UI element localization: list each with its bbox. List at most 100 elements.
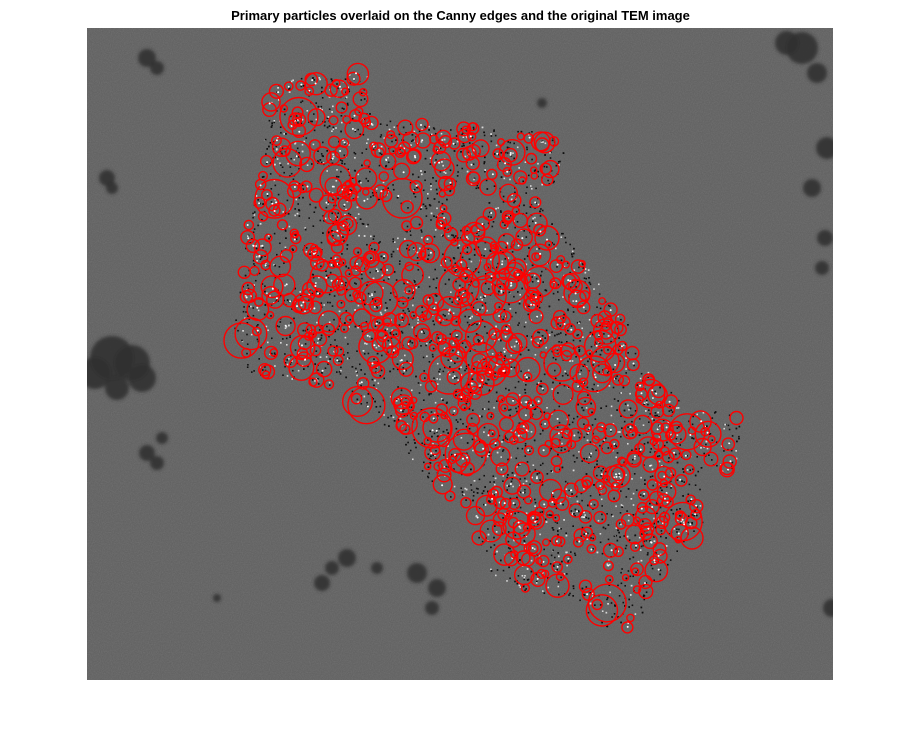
edge-pixel bbox=[696, 514, 698, 517]
particle-center-mark bbox=[575, 300, 578, 303]
edge-pixel bbox=[634, 534, 637, 536]
edge-pixel bbox=[582, 263, 584, 266]
edge-pixel bbox=[627, 443, 629, 445]
edge-pixel bbox=[349, 213, 352, 216]
edge-pixel bbox=[584, 514, 586, 516]
edge-pixel bbox=[289, 175, 291, 177]
particle-center-mark bbox=[683, 523, 686, 526]
edge-pixel bbox=[581, 460, 583, 462]
edge-pixel bbox=[676, 427, 679, 429]
edge-pixel bbox=[631, 424, 634, 427]
primary-particle-circle bbox=[393, 394, 415, 415]
edge-pixel bbox=[516, 466, 518, 468]
edge-pixel bbox=[478, 415, 481, 417]
edge-pixel bbox=[473, 128, 475, 131]
edge-pixel bbox=[560, 236, 563, 238]
edge-pixel bbox=[669, 405, 671, 408]
primary-particle-circle bbox=[527, 543, 539, 555]
edge-pixel bbox=[257, 324, 259, 326]
primary-particle-circle bbox=[462, 394, 472, 403]
edge-pixel bbox=[508, 217, 510, 219]
edge-pixel bbox=[322, 162, 325, 164]
edge-pixel bbox=[390, 134, 393, 137]
edge-pixel bbox=[545, 329, 548, 332]
edge-pixel bbox=[328, 381, 331, 384]
edge-pixel bbox=[467, 364, 470, 366]
edge-pixel bbox=[245, 247, 247, 250]
edge-pixel bbox=[471, 292, 473, 294]
edge-pixel bbox=[411, 389, 413, 392]
edge-pixel bbox=[428, 472, 430, 475]
edge-pixel bbox=[548, 514, 550, 516]
edge-pixel bbox=[686, 455, 688, 457]
edge-pixel bbox=[633, 473, 636, 475]
edge-pixel bbox=[428, 393, 430, 396]
edge-pixel bbox=[562, 152, 565, 154]
primary-particle-circle bbox=[398, 239, 418, 259]
edge-pixel bbox=[567, 309, 569, 312]
edge-pixel bbox=[384, 309, 387, 312]
edge-pixel bbox=[634, 613, 637, 615]
primary-particle-circle bbox=[328, 115, 339, 126]
primary-particle-circle bbox=[295, 80, 306, 91]
edge-pixel bbox=[376, 268, 378, 270]
edge-pixel bbox=[258, 358, 260, 360]
edge-pixel bbox=[441, 202, 444, 205]
edge-pixel bbox=[324, 121, 326, 123]
edge-pixel bbox=[628, 598, 630, 601]
edge-pixel bbox=[319, 219, 322, 222]
edge-pixel bbox=[323, 304, 325, 306]
edge-pixel bbox=[268, 295, 270, 297]
edge-pixel bbox=[490, 277, 493, 279]
edge-pixel bbox=[471, 315, 473, 318]
edge-pixel bbox=[559, 345, 562, 347]
particle-center-mark bbox=[372, 145, 375, 148]
edge-pixel bbox=[489, 481, 491, 483]
edge-pixel bbox=[395, 400, 398, 402]
particle-center-mark bbox=[522, 425, 525, 428]
edge-pixel bbox=[691, 522, 693, 524]
edge-pixel bbox=[607, 603, 609, 605]
edge-pixel bbox=[456, 335, 459, 338]
edge-pixel bbox=[583, 593, 585, 596]
edge-pixel bbox=[594, 373, 596, 376]
particle-center-mark bbox=[457, 351, 460, 354]
edge-pixel bbox=[641, 611, 644, 614]
edge-pixel bbox=[416, 262, 419, 265]
primary-particle-circle bbox=[722, 454, 737, 469]
edge-pixel bbox=[723, 450, 725, 452]
edge-pixel bbox=[393, 420, 396, 422]
edge-pixel bbox=[458, 244, 461, 247]
edge-pixel bbox=[532, 294, 535, 296]
edge-pixel bbox=[356, 398, 359, 401]
edge-pixel bbox=[455, 394, 457, 397]
primary-particle-circle bbox=[638, 489, 650, 501]
edge-pixel bbox=[539, 464, 542, 466]
edge-pixel bbox=[731, 467, 733, 470]
edge-pixel bbox=[606, 597, 609, 599]
edge-pixel bbox=[341, 121, 343, 124]
edge-pixel bbox=[440, 398, 443, 400]
edge-pixel bbox=[477, 271, 480, 274]
edge-pixel bbox=[484, 382, 487, 384]
edge-pixel bbox=[629, 594, 632, 596]
edge-pixel bbox=[623, 420, 626, 423]
edge-pixel bbox=[613, 613, 616, 615]
edge-pixel bbox=[342, 262, 345, 264]
edge-pixel bbox=[412, 304, 414, 307]
edge-pixel bbox=[527, 369, 530, 372]
edge-pixel bbox=[549, 152, 551, 154]
edge-pixel bbox=[506, 152, 509, 154]
edge-pixel bbox=[456, 140, 459, 143]
edge-pixel bbox=[277, 137, 279, 139]
edge-pixel bbox=[284, 247, 287, 250]
edge-pixel bbox=[363, 353, 366, 355]
particle-center-mark bbox=[668, 400, 671, 403]
edge-pixel bbox=[362, 350, 365, 352]
edge-pixel bbox=[609, 591, 611, 594]
edge-pixel bbox=[525, 212, 528, 214]
edge-pixel bbox=[339, 373, 342, 375]
edge-pixel bbox=[561, 442, 563, 445]
edge-pixel bbox=[340, 88, 343, 91]
edge-pixel bbox=[274, 198, 276, 201]
